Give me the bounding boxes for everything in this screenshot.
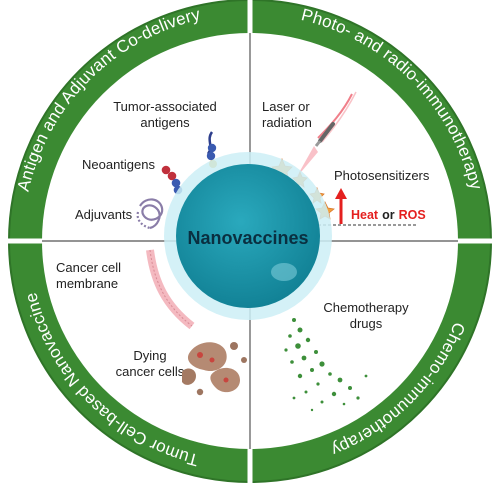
chemo-drugs-label-line2: drugs: [350, 316, 383, 331]
tumor-antigens-label-line1: Tumor-associated: [113, 99, 217, 114]
dying-cells-label-line2: cancer cells: [116, 364, 185, 379]
adjuvant-icon: [136, 198, 164, 230]
neoantigens-label: Neoantigens: [82, 157, 155, 172]
cell-membrane-icon: [146, 249, 195, 330]
heat-arrow-icon: [335, 188, 347, 224]
laser-icon: [296, 91, 357, 178]
tumor-antigens-label-line2: antigens: [140, 115, 190, 130]
adjuvants-label: Adjuvants: [75, 207, 133, 222]
cancer-membrane-label-line2: membrane: [56, 276, 118, 291]
cancer-membrane-label-line1: Cancer cell: [56, 260, 121, 275]
heat-or-ros-label: Heat or ROS: [351, 208, 426, 222]
laser-label-line1: Laser or: [262, 99, 310, 114]
nanovaccine-highlight: [271, 263, 297, 281]
dying-cancer-cells-icon: [182, 342, 247, 396]
chemo-drugs-label-line1: Chemotherapy: [323, 300, 409, 315]
center-title: Nanovaccines: [187, 228, 308, 248]
chemo-drug-dots-icon: [284, 318, 368, 412]
photosensitizers-label: Photosensitizers: [334, 168, 430, 183]
laser-label-line2: radiation: [262, 115, 312, 130]
dying-cells-label-line1: Dying: [133, 348, 166, 363]
